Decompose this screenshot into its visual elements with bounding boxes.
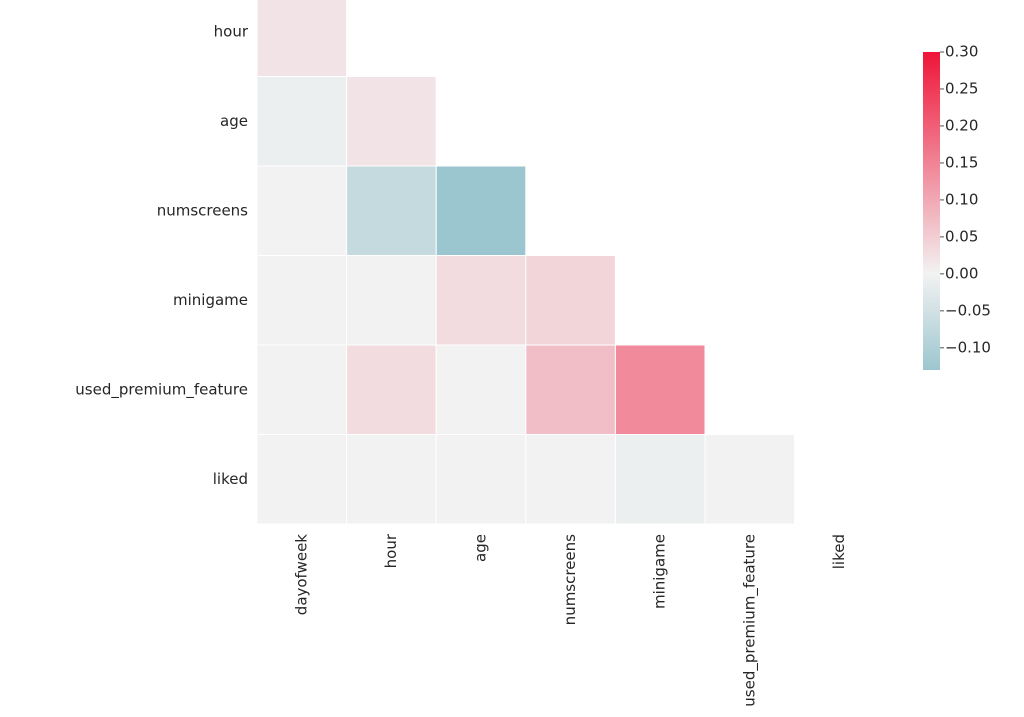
heatmap-cell-numscreens-dayofweek [256, 165, 348, 256]
colorbar-tick-label: 0.25 [945, 79, 978, 97]
heatmap-cell-age-dayofweek [256, 76, 348, 167]
heatmap-cell-age-hour [346, 76, 437, 167]
column-label-used_premium_feature: used_premium_feature [740, 534, 759, 707]
colorbar-tick-label: −0.10 [945, 338, 991, 356]
row-label-age: age [220, 112, 248, 130]
row-label-used_premium_feature: used_premium_feature [75, 380, 248, 399]
heatmap-cell-liked-numscreens [525, 434, 616, 525]
column-label-dayofweek: dayofweek [292, 534, 310, 616]
heatmap-cell-used_premium_feature-numscreens [525, 344, 616, 435]
heatmap-cell-minigame-dayofweek [256, 255, 348, 346]
heatmap-cell-numscreens-hour [346, 165, 437, 256]
row-label-minigame: minigame [173, 291, 248, 309]
heatmap-cell-minigame-hour [346, 255, 437, 346]
column-label-liked: liked [830, 534, 848, 569]
row-labels: hour age numscreens minigame used_premium_fe… [75, 22, 249, 488]
column-label-numscreens: numscreens [561, 534, 579, 625]
colorbar-tick-label: 0.15 [945, 153, 978, 171]
colorbar-gradient [923, 52, 940, 370]
column-labels: dayofweek hour age numscreens minigame used_p… [292, 533, 848, 707]
heatmap-cell-liked-dayofweek [256, 434, 348, 525]
colorbar-tick-label: −0.05 [945, 301, 991, 319]
heatmap-cell-used_premium_feature-age [435, 344, 527, 435]
heatmap-cell-minigame-numscreens [525, 255, 616, 346]
row-label-liked: liked [213, 470, 248, 488]
row-label-hour: hour [214, 22, 249, 40]
heatmap-cell-numscreens-age [435, 165, 527, 256]
colorbar-tick-label: 0.05 [945, 227, 978, 245]
colorbar-tick-label: 0.10 [945, 190, 978, 208]
heatmap-cell-minigame-age [435, 255, 527, 346]
heatmap-cell-used_premium_feature-dayofweek [256, 344, 348, 435]
colorbar-tick-label: 0.30 [945, 43, 978, 61]
heatmap-cell-used_premium_feature-minigame [614, 344, 706, 435]
colorbar: 0.30 0.25 0.20 0.15 0.10 0.05 0.00 −0.05 −0.10 [923, 43, 991, 370]
heatmap-cell-hour-dayofweek [256, 0, 348, 77]
heatmap-cell-liked-age [435, 434, 527, 525]
column-label-age: age [472, 534, 490, 562]
colorbar-tick-label: 0.00 [945, 264, 978, 282]
colorbar-tick-label: 0.20 [945, 116, 978, 134]
heatmap-cell-liked-hour [346, 434, 437, 525]
heatmap-cell-liked-used_premium_feature [704, 434, 796, 525]
column-label-minigame: minigame [651, 534, 669, 609]
heatmap-cell-used_premium_feature-hour [346, 344, 437, 435]
heatmap-cell-liked-minigame [614, 434, 706, 525]
column-label-hour: hour [382, 533, 400, 568]
row-label-numscreens: numscreens [157, 201, 248, 219]
heatmap-cells [256, 0, 796, 525]
